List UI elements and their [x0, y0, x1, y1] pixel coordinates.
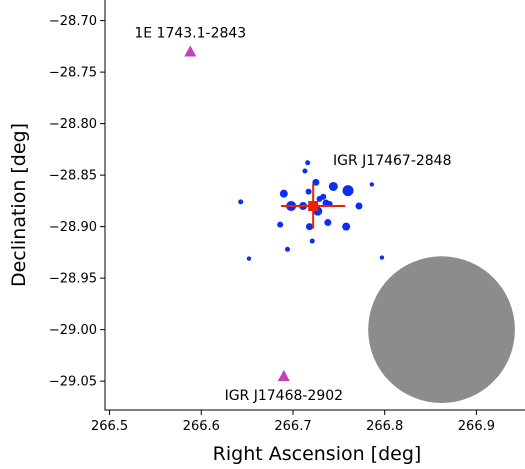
- x-tick-label: 266.7: [274, 419, 311, 434]
- event-point: [379, 255, 385, 260]
- event-point: [238, 199, 244, 205]
- source-label: IGR J17468-2902: [225, 388, 344, 404]
- x-tick-label: 266.5: [91, 419, 128, 434]
- x-tick-label: 266.8: [366, 419, 403, 434]
- y-axis-ticks: −28.70 −28.75 −28.80 −28.85 −28.90 −28.95 −29.…: [49, 14, 105, 390]
- y-tick-label: −28.70: [49, 14, 97, 29]
- event-point: [355, 202, 363, 210]
- event-point: [312, 178, 320, 186]
- y-tick-label: −28.80: [49, 117, 97, 132]
- y-tick-label: −28.75: [49, 66, 97, 81]
- event-point: [246, 256, 252, 261]
- event-point: [302, 168, 308, 174]
- events-layer: [238, 160, 385, 261]
- event-point: [277, 221, 284, 228]
- x-axis-label: Right Ascension [deg]: [213, 443, 422, 465]
- y-tick-label: −29.05: [49, 375, 97, 390]
- position-marker: [308, 201, 319, 212]
- source-marker: [184, 45, 197, 57]
- event-point: [342, 185, 354, 197]
- event-point: [328, 181, 338, 191]
- event-point: [309, 238, 315, 244]
- x-tick-label: 266.9: [458, 419, 495, 434]
- plot-frame: [104, 0, 525, 411]
- y-axis-label: Declination [deg]: [8, 123, 30, 287]
- target-label: IGR J17467-2848: [333, 153, 452, 169]
- event-point: [284, 246, 290, 252]
- event-point: [305, 188, 312, 195]
- event-point: [369, 182, 375, 187]
- source-marker: [277, 370, 290, 382]
- y-tick-label: −28.95: [49, 272, 97, 287]
- psf-circle: [368, 256, 515, 404]
- y-tick-label: −29.00: [49, 323, 97, 338]
- event-point: [305, 160, 311, 166]
- event-point: [324, 219, 332, 227]
- plot-area: [184, 45, 515, 404]
- sources-layer: [184, 45, 290, 382]
- event-point: [342, 222, 351, 231]
- event-point: [320, 193, 327, 200]
- source-label: 1E 1743.1-2843: [134, 26, 246, 42]
- x-tick-label: 266.6: [183, 419, 220, 434]
- event-point: [279, 189, 288, 198]
- y-tick-label: −28.90: [49, 220, 97, 235]
- y-tick-label: −28.85: [49, 169, 97, 184]
- event-point: [305, 223, 313, 231]
- position-errorbar: [281, 183, 346, 229]
- x-axis-ticks: 266.5 266.6 266.7 266.8 266.9: [91, 410, 495, 434]
